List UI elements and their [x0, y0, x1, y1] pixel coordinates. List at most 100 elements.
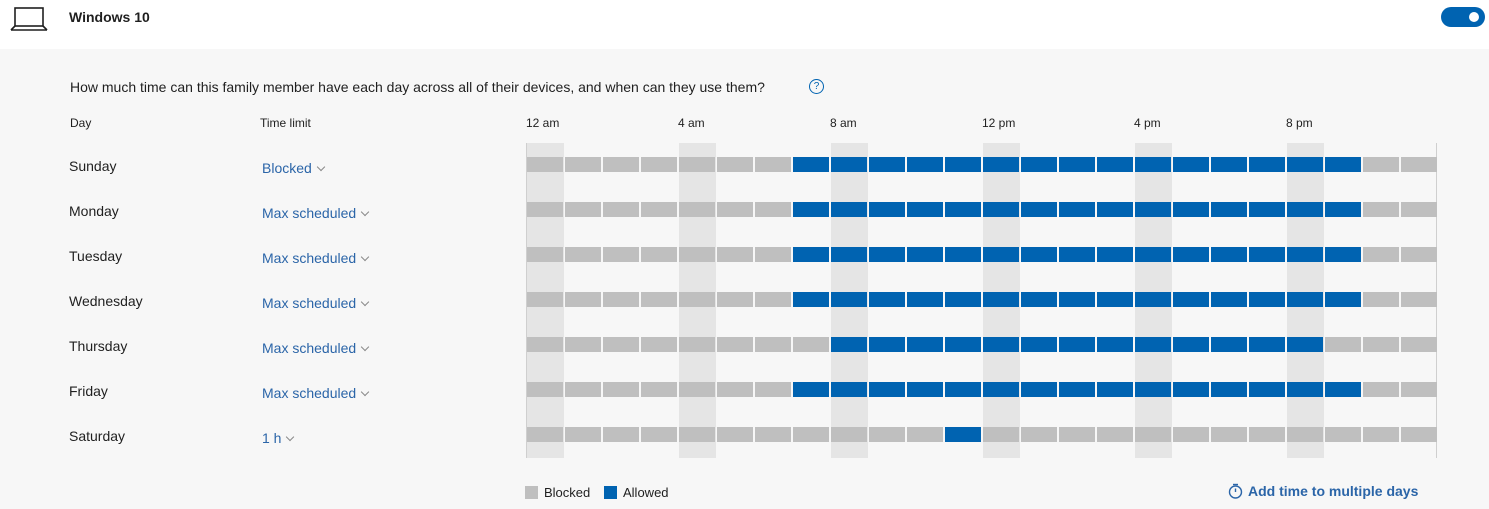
- hour-slot[interactable]: [983, 382, 1019, 397]
- hour-slot[interactable]: [527, 382, 563, 397]
- hour-slot[interactable]: [565, 247, 601, 262]
- hour-slot[interactable]: [945, 337, 981, 352]
- hour-slot[interactable]: [1173, 157, 1209, 172]
- hour-slot[interactable]: [1363, 157, 1399, 172]
- time-limit-dropdown-sunday[interactable]: Blocked: [262, 160, 326, 176]
- hour-slot[interactable]: [869, 202, 905, 217]
- hour-slot[interactable]: [983, 427, 1019, 442]
- hour-slot[interactable]: [1401, 337, 1437, 352]
- hour-slot[interactable]: [869, 382, 905, 397]
- hour-slot[interactable]: [717, 382, 753, 397]
- hour-slot[interactable]: [831, 427, 867, 442]
- hour-slot[interactable]: [717, 202, 753, 217]
- hour-slot[interactable]: [641, 247, 677, 262]
- hour-slot[interactable]: [1401, 427, 1437, 442]
- hour-slot[interactable]: [603, 382, 639, 397]
- hour-slot[interactable]: [945, 157, 981, 172]
- hour-slot[interactable]: [1173, 292, 1209, 307]
- hour-slot[interactable]: [1325, 157, 1361, 172]
- hour-slot[interactable]: [603, 337, 639, 352]
- hour-slot[interactable]: [1173, 247, 1209, 262]
- time-limit-dropdown-thursday[interactable]: Max scheduled: [262, 340, 370, 356]
- hour-slot[interactable]: [527, 427, 563, 442]
- hour-slot[interactable]: [1401, 382, 1437, 397]
- hour-slot[interactable]: [1401, 202, 1437, 217]
- hour-slot[interactable]: [1249, 247, 1285, 262]
- hour-slot[interactable]: [1249, 157, 1285, 172]
- hour-slot[interactable]: [945, 247, 981, 262]
- hour-slot[interactable]: [869, 247, 905, 262]
- hour-slot[interactable]: [907, 247, 943, 262]
- hour-slot[interactable]: [907, 337, 943, 352]
- hour-slot[interactable]: [907, 202, 943, 217]
- hour-slot[interactable]: [717, 247, 753, 262]
- hour-slot[interactable]: [755, 247, 791, 262]
- hour-slot[interactable]: [1059, 337, 1095, 352]
- hour-slot[interactable]: [679, 382, 715, 397]
- hour-slot[interactable]: [831, 157, 867, 172]
- hour-slot[interactable]: [869, 427, 905, 442]
- hour-slot[interactable]: [755, 292, 791, 307]
- hour-slot[interactable]: [1059, 427, 1095, 442]
- hour-slot[interactable]: [1325, 202, 1361, 217]
- hour-slot[interactable]: [831, 382, 867, 397]
- hour-slot[interactable]: [1021, 157, 1057, 172]
- hour-slot[interactable]: [1211, 382, 1247, 397]
- hour-slot[interactable]: [1249, 337, 1285, 352]
- hour-slot[interactable]: [603, 247, 639, 262]
- hour-slot[interactable]: [1135, 382, 1171, 397]
- hour-slot[interactable]: [1363, 427, 1399, 442]
- hour-slot[interactable]: [1097, 427, 1133, 442]
- hour-slot[interactable]: [565, 292, 601, 307]
- time-limit-dropdown-tuesday[interactable]: Max scheduled: [262, 250, 370, 266]
- hour-slot[interactable]: [1097, 382, 1133, 397]
- hour-slot[interactable]: [1135, 202, 1171, 217]
- hour-slot[interactable]: [527, 292, 563, 307]
- time-limit-dropdown-saturday[interactable]: 1 h: [262, 430, 295, 446]
- hour-slot[interactable]: [603, 202, 639, 217]
- hour-slot[interactable]: [869, 157, 905, 172]
- hour-slot[interactable]: [831, 292, 867, 307]
- hour-slot[interactable]: [1135, 337, 1171, 352]
- hour-slot[interactable]: [603, 292, 639, 307]
- hour-slot[interactable]: [565, 382, 601, 397]
- hour-slot[interactable]: [679, 292, 715, 307]
- hour-slot[interactable]: [679, 157, 715, 172]
- hour-slot[interactable]: [1097, 292, 1133, 307]
- hour-slot[interactable]: [1363, 337, 1399, 352]
- hour-slot[interactable]: [1363, 292, 1399, 307]
- hour-slot[interactable]: [907, 292, 943, 307]
- hour-slot[interactable]: [1249, 202, 1285, 217]
- hour-slot[interactable]: [1173, 202, 1209, 217]
- hour-slot[interactable]: [717, 292, 753, 307]
- hour-slot[interactable]: [1059, 292, 1095, 307]
- hour-slot[interactable]: [527, 247, 563, 262]
- hour-slot[interactable]: [907, 157, 943, 172]
- hour-slot[interactable]: [793, 202, 829, 217]
- hour-slot[interactable]: [679, 247, 715, 262]
- hour-slot[interactable]: [983, 337, 1019, 352]
- hour-slot[interactable]: [1211, 427, 1247, 442]
- hour-slot[interactable]: [869, 292, 905, 307]
- hour-slot[interactable]: [641, 157, 677, 172]
- hour-slot[interactable]: [1059, 247, 1095, 262]
- hour-slot[interactable]: [831, 202, 867, 217]
- hour-slot[interactable]: [641, 292, 677, 307]
- hour-slot[interactable]: [1325, 247, 1361, 262]
- hour-slot[interactable]: [1211, 337, 1247, 352]
- hour-slot[interactable]: [1211, 247, 1247, 262]
- add-time-button[interactable]: Add time to multiple days: [1228, 483, 1418, 499]
- hour-slot[interactable]: [1097, 157, 1133, 172]
- hour-slot[interactable]: [755, 382, 791, 397]
- hour-slot[interactable]: [1401, 157, 1437, 172]
- hour-slot[interactable]: [983, 202, 1019, 217]
- hour-slot[interactable]: [641, 382, 677, 397]
- hour-slot[interactable]: [1021, 382, 1057, 397]
- hour-slot[interactable]: [945, 202, 981, 217]
- hour-slot[interactable]: [907, 382, 943, 397]
- hour-slot[interactable]: [527, 157, 563, 172]
- hour-slot[interactable]: [1287, 382, 1323, 397]
- hour-slot[interactable]: [1287, 427, 1323, 442]
- hour-slot[interactable]: [1135, 292, 1171, 307]
- hour-slot[interactable]: [565, 157, 601, 172]
